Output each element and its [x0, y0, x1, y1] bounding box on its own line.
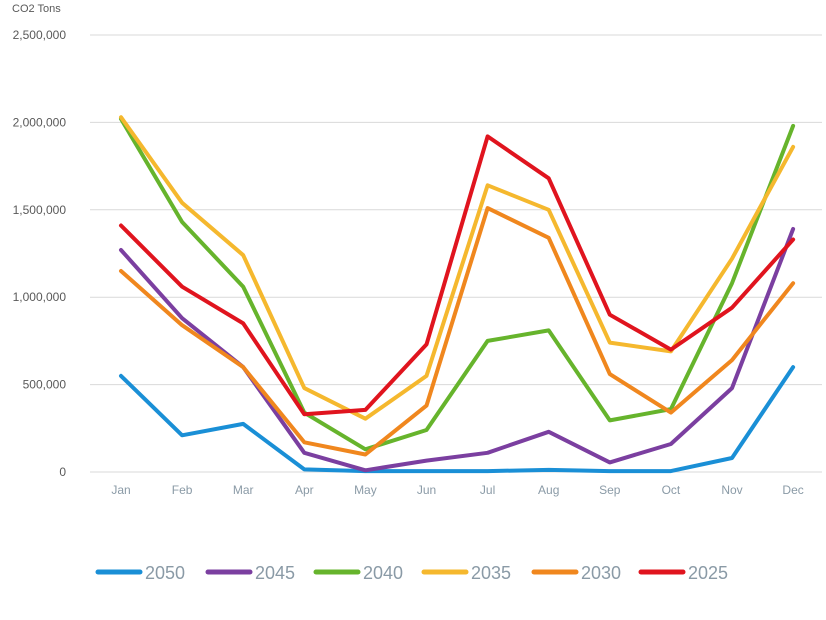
- series-lines: [119, 115, 796, 474]
- x-tick-label: Mar: [233, 483, 254, 497]
- x-tick-label: Sep: [599, 483, 621, 497]
- y-tick-label: 1,000,000: [13, 290, 67, 304]
- legend-label-2040: 2040: [363, 563, 403, 583]
- x-tick-label: Oct: [662, 483, 681, 497]
- x-tick-label: Aug: [538, 483, 559, 497]
- y-axis-label: CO2 Tons: [12, 3, 61, 15]
- legend-label-2030: 2030: [581, 563, 621, 583]
- x-tick-label: Jul: [480, 483, 495, 497]
- x-tick-label: Dec: [782, 483, 803, 497]
- y-tick-label: 2,000,000: [13, 115, 67, 129]
- legend: 2050 2045 2040 2035 2030 2025: [95, 563, 728, 583]
- y-tick-label: 1,500,000: [13, 203, 67, 217]
- series-line-2050: [119, 365, 796, 474]
- x-tick-label: Apr: [295, 483, 314, 497]
- legend-label-2050: 2050: [145, 563, 185, 583]
- series-line-2030: [119, 206, 796, 457]
- x-tick-label: May: [354, 483, 377, 497]
- x-axis-ticks: Jan Feb Mar Apr May Jun Jul Aug Sep Oct Nov Dec: [111, 483, 803, 497]
- x-tick-label: Nov: [721, 483, 742, 497]
- x-tick-label: Feb: [172, 483, 193, 497]
- y-tick-label: 0: [59, 465, 66, 479]
- series-line-2040: [119, 116, 796, 452]
- x-tick-label: Jan: [111, 483, 130, 497]
- x-tick-label: Jun: [417, 483, 436, 497]
- y-tick-label: 2,500,000: [13, 28, 67, 42]
- y-tick-label: 500,000: [23, 378, 67, 392]
- legend-label-2025: 2025: [688, 563, 728, 583]
- y-axis-ticks: 0 500,000 1,000,000 1,500,000 2,000,000 2,500…: [13, 28, 67, 479]
- series-line-2025: [119, 134, 796, 417]
- legend-label-2045: 2045: [255, 563, 295, 583]
- series-line-2035: [119, 115, 796, 421]
- gridlines: [90, 34, 822, 473]
- legend-label-2035: 2035: [471, 563, 511, 583]
